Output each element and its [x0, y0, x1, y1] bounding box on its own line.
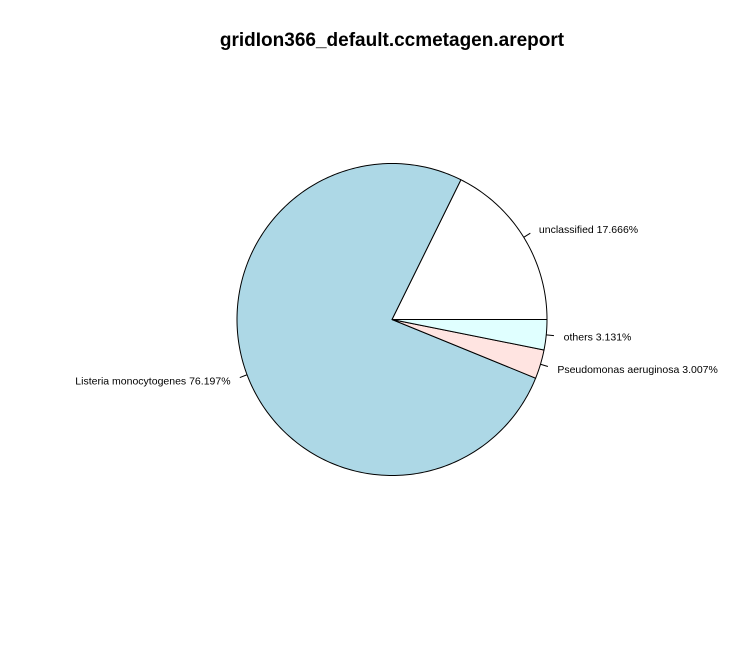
slice-label-others: others 3.131%	[564, 331, 632, 343]
pie-leader-lines	[239, 232, 555, 378]
pie-labels: unclassified 17.666% Listeria monocytogen…	[75, 224, 718, 387]
pie-slices	[236, 163, 548, 477]
chart-title: gridIon366_default.ccmetagen.areport	[220, 30, 565, 51]
leader-line-pseudomonas-aeruginosa	[540, 363, 549, 368]
leader-line-others	[546, 334, 555, 337]
leader-line-listeria-monocytogenes	[239, 374, 248, 378]
slice-label-pseudomonas-aeruginosa: Pseudomonas aeruginosa 3.007%	[557, 364, 718, 376]
pie-slice-listeria-monocytogenes	[236, 163, 537, 477]
leader-line-unclassified	[523, 232, 531, 238]
slice-label-unclassified: unclassified 17.666%	[539, 224, 638, 236]
slice-label-listeria-monocytogenes: Listeria monocytogenes 76.197%	[75, 375, 230, 387]
pie-slice-pseudomonas-aeruginosa	[391, 319, 545, 379]
